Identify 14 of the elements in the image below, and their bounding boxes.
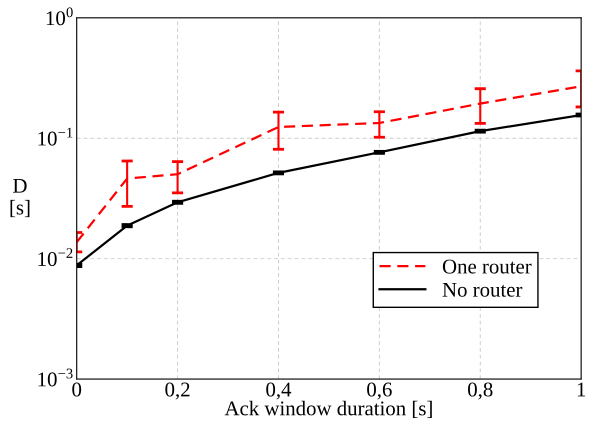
y-tick-label: 10$^{0}$: [46, 7, 73, 26]
x-tick-label: 0,4: [266, 382, 292, 400]
legend-label: No router: [442, 282, 522, 297]
x-tick-label: 1: [578, 382, 586, 396]
x-tick-label: 0,8: [468, 382, 492, 400]
x-tick-label: 0,6: [367, 382, 392, 400]
y-tick-label: 10$^{−1}$: [38, 128, 72, 146]
legend-label: One router: [442, 260, 532, 274]
y-tick-label: 10$^{−2}$: [38, 248, 72, 266]
x-tick-label: 0: [72, 382, 82, 397]
y-axis-title: D [s]: [10, 178, 30, 218]
x-tick-label: 0,2: [165, 382, 190, 400]
y-tick-label: 10$^{−3}$: [38, 368, 73, 386]
x-axis-title: Ack window duration [s]: [224, 400, 432, 418]
